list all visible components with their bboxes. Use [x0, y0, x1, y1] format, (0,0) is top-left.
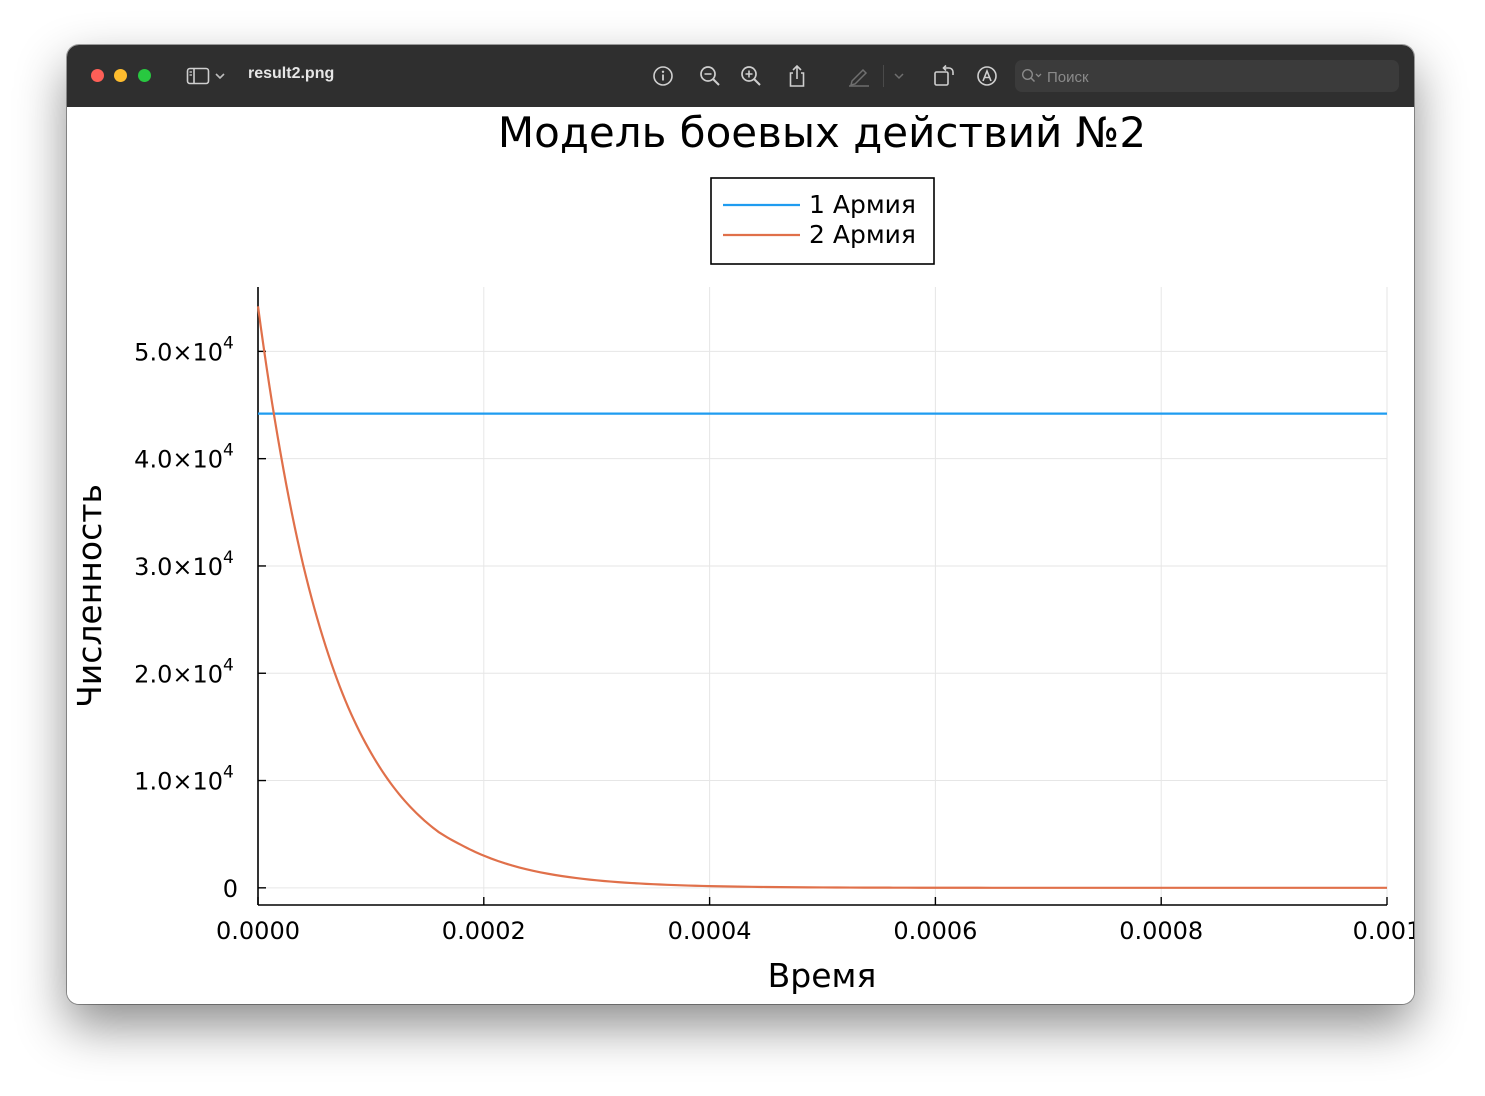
close-window-button[interactable] [91, 69, 104, 82]
markup-pen-icon [849, 68, 869, 87]
y-tick-exponent: 4 [223, 333, 234, 353]
y-tick-exponent: 4 [223, 655, 234, 675]
zoom-in-button[interactable] [738, 63, 764, 89]
markup-circle-icon [977, 66, 997, 86]
preview-window: result2.png [67, 45, 1414, 1004]
x-tick-label: 0.0000 [216, 917, 300, 945]
y-tick-label: 3.0×10 [134, 553, 223, 581]
x-tick-label: 0.0004 [668, 917, 752, 945]
y-tick-exponent: 4 [223, 441, 234, 461]
x-tick-label: 0.0006 [893, 917, 977, 945]
x-tick-label: 0.0002 [442, 917, 526, 945]
share-button[interactable] [784, 63, 810, 89]
zoom-window-button[interactable] [138, 69, 151, 82]
document-content: 0.0000 0.0002 0.0004 0.0006 0.0008 0.001 0 1.0×… [67, 107, 1414, 1004]
series-line-2 [256, 306, 1387, 889]
y-axis-label: Численность [70, 484, 109, 708]
legend-label: 2 Армия [809, 220, 916, 249]
title-bar: result2.png [67, 45, 1414, 108]
y-tick-exponent: 4 [223, 763, 234, 783]
sidebar-toggle-button[interactable] [185, 63, 211, 89]
toolbar-divider [883, 65, 884, 87]
legend-label: 1 Армия [809, 190, 916, 219]
x-tick-label: 0.001 [1353, 917, 1414, 945]
x-axis-label: Время [768, 956, 877, 995]
y-tick-exponent: 4 [223, 548, 234, 568]
minimize-window-button[interactable] [114, 69, 127, 82]
chevron-down-icon [894, 73, 904, 80]
x-tick-label: 0.0008 [1119, 917, 1203, 945]
share-icon [789, 64, 805, 87]
info-button[interactable] [650, 63, 676, 89]
y-tick-label: 4.0×10 [134, 446, 223, 474]
markup-pen-button[interactable] [846, 63, 872, 89]
zoom-out-icon [700, 66, 720, 86]
search-icon [1021, 68, 1042, 83]
chevron-down-icon [215, 73, 225, 80]
rotate-button[interactable] [931, 63, 957, 89]
zoom-in-icon [741, 66, 761, 86]
sidebar-icon [186, 67, 210, 85]
document-title: result2.png [248, 65, 335, 82]
markup-button[interactable] [974, 63, 1000, 89]
legend-box [710, 177, 935, 265]
search-input[interactable] [1045, 66, 1389, 88]
rotate-icon [934, 64, 954, 86]
zoom-out-button[interactable] [697, 63, 723, 89]
info-icon [653, 66, 673, 86]
markup-menu-button[interactable] [889, 63, 909, 89]
y-tick-label: 1.0×10 [134, 768, 223, 796]
y-tick-label: 2.0×10 [134, 660, 223, 688]
sidebar-menu-button[interactable] [213, 63, 227, 89]
chart-title: Модель боевых действий №2 [498, 108, 1146, 157]
chart: 0.0000 0.0002 0.0004 0.0006 0.0008 0.001 0 1.0×… [70, 108, 1414, 995]
y-tick-label: 0 [223, 875, 238, 903]
search-field[interactable] [1015, 60, 1399, 92]
y-tick-label: 5.0×10 [134, 338, 223, 366]
